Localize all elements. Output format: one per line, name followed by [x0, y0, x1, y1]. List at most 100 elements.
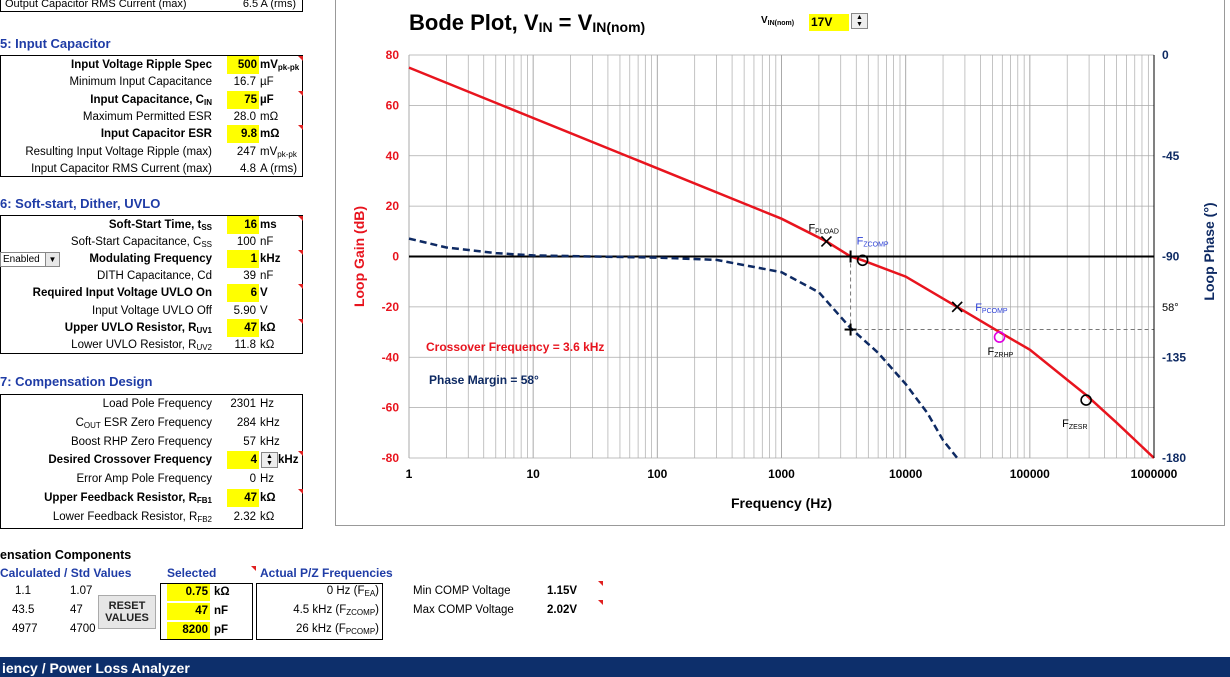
table-row: Required Input Voltage UVLO On 6 V: [1, 284, 303, 303]
row-label: Input Capacitor RMS Current (max): [31, 162, 212, 175]
row-input[interactable]: 75: [227, 90, 259, 109]
row-label-sub: IN: [204, 97, 212, 107]
note-marker: [598, 600, 603, 605]
note-marker: [298, 284, 303, 290]
marker-label-fpload: FPLOAD: [808, 222, 838, 235]
row-label: Input Voltage Ripple Spec: [71, 59, 212, 71]
note-marker: [298, 489, 303, 494]
section6-table: Soft-Start Time, tSS 16 ms Soft-Start Capac…: [0, 215, 303, 354]
row-label: Desired Crossover Frequency: [48, 454, 212, 467]
y-tick-label: 80: [386, 48, 400, 62]
marker-label-fzcomp: FZCOMP: [857, 235, 889, 248]
row-input[interactable]: 1: [227, 250, 259, 269]
row-unit: kHz: [260, 435, 280, 448]
row-label: Upper Feedback Resistor, RFB1: [44, 492, 212, 505]
selected-unit: kΩ: [214, 586, 230, 598]
y2-tick-label: -180: [1162, 451, 1186, 465]
crossover-annotation: Crossover Frequency = 3.6 kHz: [426, 340, 604, 354]
x-tick-label: 1: [406, 467, 413, 481]
phase-curve: [408, 237, 959, 459]
row-input[interactable]: 6: [227, 284, 259, 303]
note-marker: [298, 56, 303, 61]
row-unit: ms: [260, 219, 277, 231]
phase-margin-annotation: Phase Margin = 58°: [429, 373, 539, 387]
table-row: Soft-Start Time, tSS 16 ms: [1, 216, 303, 234]
row-value: 11.8: [234, 338, 256, 351]
row-unit: Hz: [260, 473, 275, 486]
row-label: Input Capacitor ESR: [100, 128, 212, 141]
section5-title: 5: Input Capacitor: [0, 36, 111, 51]
table-row: Maximum Permitted ESR 28.0 mΩ: [1, 108, 302, 126]
selected-input[interactable]: 8200: [167, 622, 210, 639]
table-row: Soft-Start Capacitance, CSS 100 nF: [1, 233, 302, 251]
table-row: Input Voltage Ripple Spec 500 mVpk-pk: [1, 56, 303, 74]
std-value: 47: [70, 604, 83, 616]
crossover-spinner[interactable]: ▲ ▼: [261, 452, 278, 469]
selected-input[interactable]: 0.75: [167, 584, 210, 601]
row-value: 4.8: [240, 162, 256, 175]
actual-sub: ZCOMP: [346, 608, 376, 617]
vin-nom-input[interactable]: 17V: [809, 14, 849, 31]
row-label: Lower Feedback Resistor, RFB2: [52, 510, 212, 524]
row-unit: nF: [260, 270, 274, 283]
row-input[interactable]: 16: [227, 216, 259, 234]
row-unit: mVpk-pk: [260, 145, 297, 159]
row-value: 100: [236, 236, 256, 249]
row-unit: kHz: [278, 454, 299, 467]
row-unit: V: [260, 287, 268, 300]
calc-value: 4977: [12, 623, 38, 635]
row-input[interactable]: 47: [227, 489, 259, 507]
y2-tick-label: -45: [1162, 149, 1180, 163]
reset-values-button[interactable]: RESET VALUES: [98, 595, 156, 629]
row-input[interactable]: 9.8: [227, 125, 259, 144]
row-input[interactable]: 47: [227, 318, 259, 337]
row-label-sub: SS: [201, 240, 212, 250]
row-unit: µF: [260, 76, 274, 89]
y-tick-label: 0: [392, 250, 399, 264]
actual-sub: EA: [364, 589, 376, 598]
row-label-sub: FB2: [197, 514, 212, 524]
row-unit: A (rms): [260, 162, 298, 175]
min-comp-value: 1.15V: [547, 585, 578, 597]
selected-unit: nF: [214, 605, 229, 617]
row-label: Lower UVLO Resistor, RUV2: [71, 338, 212, 352]
dither-select-value: Enabled: [3, 254, 40, 265]
y2-tick-label: 0: [1162, 48, 1169, 62]
selected-input[interactable]: 47: [167, 603, 210, 620]
x-tick-label: 100: [647, 467, 667, 481]
row-label: COUT ESR Zero Frequency: [75, 416, 212, 430]
section7-title: 7: Compensation Design: [0, 374, 153, 389]
table-row: Upper Feedback Resistor, RFB1 47 kΩ: [1, 489, 303, 507]
section-header-bar[interactable]: iency / Power Loss Analyzer: [0, 657, 1230, 677]
row-value: 6.5 A (rms): [242, 0, 296, 10]
row-unit-sub: pk-pk: [277, 63, 300, 72]
chevron-down-icon[interactable]: ▼: [45, 253, 59, 266]
vin-nom-spinner[interactable]: ▲ ▼: [851, 13, 868, 29]
y-tick-label: 20: [386, 199, 400, 213]
row-unit: kΩ: [260, 492, 276, 504]
table-row: COUT ESR Zero Frequency 284 kHz: [1, 414, 302, 432]
marker-circle: [993, 331, 1006, 343]
row-value: 247: [236, 145, 256, 158]
row-unit: kΩ: [260, 338, 275, 351]
note-marker: [298, 250, 303, 256]
vin-nom-label: VIN(nom): [761, 15, 795, 27]
table-row: Minimum Input Capacitance 16.7 µF: [1, 73, 302, 91]
row-input[interactable]: 4: [227, 451, 259, 470]
row-unit: kHz: [260, 416, 280, 429]
row-value: 28.0: [233, 110, 256, 123]
actual-sub: PCOMP: [345, 627, 376, 636]
row-input[interactable]: 500: [227, 56, 259, 74]
row-unit: V: [260, 304, 268, 317]
table-row: Resulting Input Voltage Ripple (max) 247 m…: [1, 143, 302, 161]
y-tick-label: 40: [386, 149, 400, 163]
table-row: Input Capacitor RMS Current (max) 4.8 A (r…: [1, 160, 302, 178]
row-value: 2.32: [233, 510, 256, 523]
actual-frequency: 26 kHz (FPCOMP): [295, 623, 379, 636]
table-row: Upper UVLO Resistor, RUV1 47 kΩ: [1, 318, 303, 337]
row-unit: kΩ: [260, 321, 276, 334]
std-value: 4700: [70, 623, 96, 635]
dither-select[interactable]: Enabled ▼: [0, 252, 60, 267]
row-label: DITH Capacitance, Cd: [96, 270, 212, 283]
table-row: Error Amp Pole Frequency 0 Hz: [1, 470, 302, 488]
